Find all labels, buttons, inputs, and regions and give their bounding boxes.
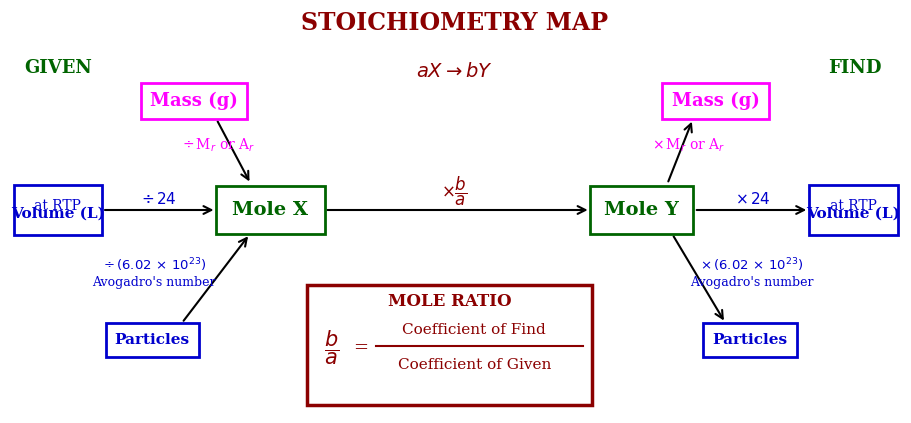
Text: Mole X: Mole X xyxy=(232,201,309,219)
Text: $aX \rightarrow bY$: $aX \rightarrow bY$ xyxy=(416,61,493,80)
Text: $\times\,(6.02\,\times\,10^{23})$: $\times\,(6.02\,\times\,10^{23})$ xyxy=(701,256,804,274)
Text: Mass (g): Mass (g) xyxy=(149,92,238,110)
Text: FIND: FIND xyxy=(829,59,882,77)
Bar xyxy=(703,323,797,357)
Text: $\times\dfrac{b}{a}$: $\times\dfrac{b}{a}$ xyxy=(441,174,468,208)
Bar xyxy=(590,186,693,234)
Text: Mass (g): Mass (g) xyxy=(671,92,760,110)
Text: Volume (L): Volume (L) xyxy=(11,207,105,221)
Text: $\div\,$M$_r$ or A$_r$: $\div\,$M$_r$ or A$_r$ xyxy=(182,136,255,154)
Text: Avogadro's number: Avogadro's number xyxy=(93,275,216,288)
Text: $\div\,(6.02\,\times\,10^{23})$: $\div\,(6.02\,\times\,10^{23})$ xyxy=(103,256,206,274)
Text: Coefficient of Find: Coefficient of Find xyxy=(403,323,547,337)
Text: $\times\,24$: $\times\,24$ xyxy=(735,191,771,207)
Bar xyxy=(106,323,200,357)
Text: Particles: Particles xyxy=(115,333,189,347)
Text: MOLE RATIO: MOLE RATIO xyxy=(388,292,511,310)
Text: at RTP: at RTP xyxy=(35,199,81,213)
Text: Volume (L): Volume (L) xyxy=(806,207,900,221)
Bar xyxy=(140,83,247,119)
Text: GIVEN: GIVEN xyxy=(24,59,92,77)
Text: Particles: Particles xyxy=(712,333,787,347)
Bar xyxy=(216,186,324,234)
Text: Coefficient of Given: Coefficient of Given xyxy=(397,358,551,372)
Text: $\div\,24$: $\div\,24$ xyxy=(141,191,177,207)
Bar xyxy=(662,83,769,119)
Text: STOICHIOMETRY MAP: STOICHIOMETRY MAP xyxy=(301,11,609,35)
Text: Avogadro's number: Avogadro's number xyxy=(691,275,814,288)
Text: at RTP: at RTP xyxy=(830,199,876,213)
Bar xyxy=(307,285,592,405)
Text: $\times\,$M$_r$ or A$_r$: $\times\,$M$_r$ or A$_r$ xyxy=(652,136,725,154)
Text: $\dfrac{b}{a}$: $\dfrac{b}{a}$ xyxy=(324,329,339,367)
Text: Mole Y: Mole Y xyxy=(604,201,679,219)
Bar xyxy=(14,185,102,235)
Bar xyxy=(809,185,897,235)
Text: =: = xyxy=(353,339,368,357)
